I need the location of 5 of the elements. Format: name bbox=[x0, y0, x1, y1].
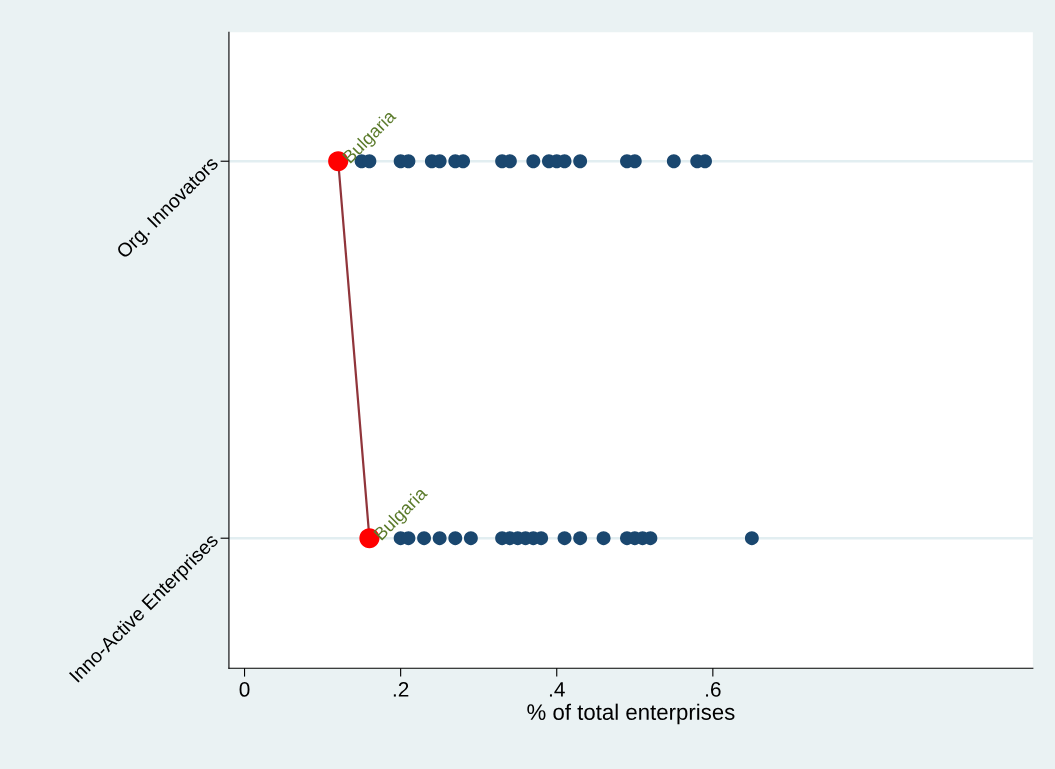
x-tick-label: .4 bbox=[549, 682, 565, 697]
x-axis-title: % of total enterprises bbox=[527, 703, 735, 725]
x-tick-label: .6 bbox=[706, 682, 721, 697]
x-tick-label: 0 bbox=[239, 682, 250, 697]
x-tick-label: .2 bbox=[393, 682, 409, 697]
